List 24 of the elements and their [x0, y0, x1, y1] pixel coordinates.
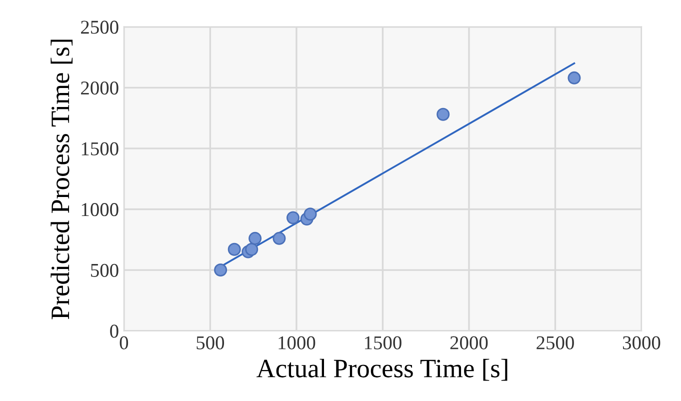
point [436, 108, 450, 121]
x-tick-label: 2000 [450, 336, 488, 350]
x-tick-label: 1000 [278, 336, 316, 350]
x-tick-label: 1500 [364, 336, 402, 350]
x-tick-label: 0 [120, 336, 128, 350]
y-axis-title: Predicted Process Time [s] [50, 40, 73, 320]
x-tick-label: 3000 [622, 336, 660, 350]
point [245, 242, 258, 256]
y-tick-label: 2500 [81, 20, 118, 34]
y-tick-label: 500 [91, 264, 118, 277]
point [248, 232, 262, 245]
y-tick-label: 2000 [81, 81, 118, 95]
x-tick-label: 2500 [536, 336, 574, 350]
y-tick-label: 0 [110, 324, 118, 338]
point [568, 71, 581, 84]
y-tick-label: 1000 [82, 203, 118, 216]
point [304, 208, 317, 221]
x-tick-label: 500 [196, 336, 224, 350]
point [214, 264, 228, 277]
point [272, 232, 286, 245]
y-tick-label: 1500 [82, 142, 118, 156]
x-axis-title: Actual Process Time [s] [256, 358, 508, 381]
point [286, 211, 300, 224]
point [228, 242, 241, 256]
